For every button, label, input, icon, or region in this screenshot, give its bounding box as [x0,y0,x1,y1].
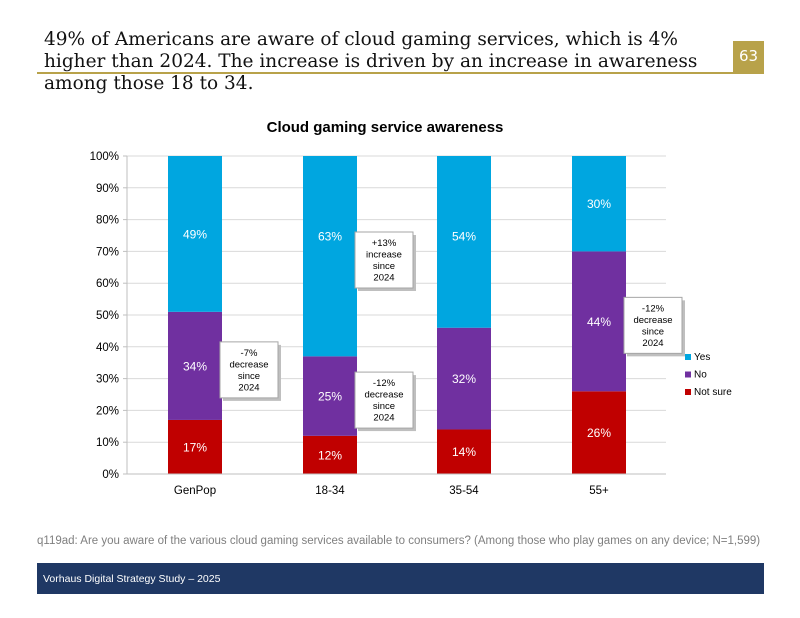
y-tick-label: 50% [96,310,119,322]
annotation-box [623,296,683,354]
data-label-not-sure: 14% [452,445,476,459]
title-divider [37,72,764,74]
y-tick-label: 100% [90,151,119,163]
data-label-not-sure: 12% [318,448,342,462]
data-label-yes: 63% [318,230,342,244]
annotation-text: -7% [241,348,258,359]
y-tick-label: 90% [96,183,119,195]
y-tick-label: 70% [96,246,119,258]
legend-label: Yes [694,352,710,363]
annotation-text: -12% [373,378,396,389]
bar-yes [437,156,491,328]
annotation-box [354,371,414,429]
annotation-text: decrease [364,390,403,401]
x-axis: GenPop 18-34 35-54 55+ [127,473,666,497]
annotation-text: since [642,326,664,337]
data-label-yes: 30% [587,197,611,211]
data-label-no: 25% [318,390,342,404]
x-tick-label: GenPop [174,485,216,497]
annotation-text: since [373,261,395,272]
x-tick-label: 35-54 [449,485,479,497]
annotation-text: decrease [229,359,268,370]
data-label-no: 34% [183,359,207,373]
bar-not-sure [572,391,626,474]
chart-title: Cloud gaming service awareness [267,119,504,136]
bar-no [303,356,357,436]
annotation-text: increase [366,250,402,261]
y-tick-label: 30% [96,374,119,386]
stacked-bar-chart: Cloud gaming service awareness 0% 10% 20% 3… [90,119,733,497]
legend-label: No [694,370,707,381]
bar-no [572,251,626,392]
data-label-not-sure: 17% [183,440,207,454]
annotation-text: decrease [633,315,672,326]
footer-bar: Vorhaus Digital Strategy Study – 2025 [37,563,764,594]
legend-swatch [685,371,691,378]
annotation-text: since [373,401,395,412]
annotation-text: +13% [372,238,397,249]
bar-yes [572,156,626,252]
annotation-text: 2024 [373,273,394,284]
data-label-yes: 54% [452,230,476,244]
annotation-text: 2024 [373,413,394,424]
data-label-yes: 49% [183,227,207,241]
y-tick-label: 10% [96,437,119,449]
legend: Yes No Not sure [685,352,732,398]
annotation-text: 2024 [642,338,663,349]
annotation-text: -12% [642,303,665,314]
bar-yes [168,156,222,312]
data-label-no: 32% [452,372,476,386]
annotation-text: since [238,371,260,382]
y-tick-label: 40% [96,342,119,354]
bar-no [437,327,491,430]
data-label-no: 44% [587,315,611,329]
bar-no [168,311,222,420]
bar-yes [303,156,357,357]
y-tick-label: 20% [96,405,119,417]
x-tick-label: 55+ [589,485,609,497]
bars: 17% 34% 49% 12% 25% 63% 14% 32% 54% 26% 44% 30% [168,156,626,474]
bar-not-sure [168,419,222,474]
y-tick-label: 60% [96,278,119,290]
y-axis: 0% 10% 20% 30% 40% 50% 60% 70% 80% 90% 100% [90,151,128,481]
annotation-text: 2024 [238,382,259,393]
y-tick-label: 80% [96,215,119,227]
annotations: -7%decreasesince2024+13%increasesince202… [219,231,685,432]
y-tick-label: 0% [102,469,119,481]
annotation-box [219,341,279,399]
annotation-box [354,231,414,289]
x-tick-label: 18-34 [315,485,345,497]
slide-headline: 49% of Americans are aware of cloud gami… [44,29,698,94]
footer-text: Vorhaus Digital Strategy Study – 2025 [43,573,221,585]
legend-swatch [685,389,691,395]
data-label-not-sure: 26% [587,426,611,440]
legend-swatch [685,354,691,360]
page-number-badge: 63 [733,41,764,72]
legend-label: Not sure [694,387,732,398]
bar-not-sure [303,435,357,474]
footnote: q119ad: Are you aware of the various clo… [37,535,761,547]
bar-not-sure [437,429,491,474]
